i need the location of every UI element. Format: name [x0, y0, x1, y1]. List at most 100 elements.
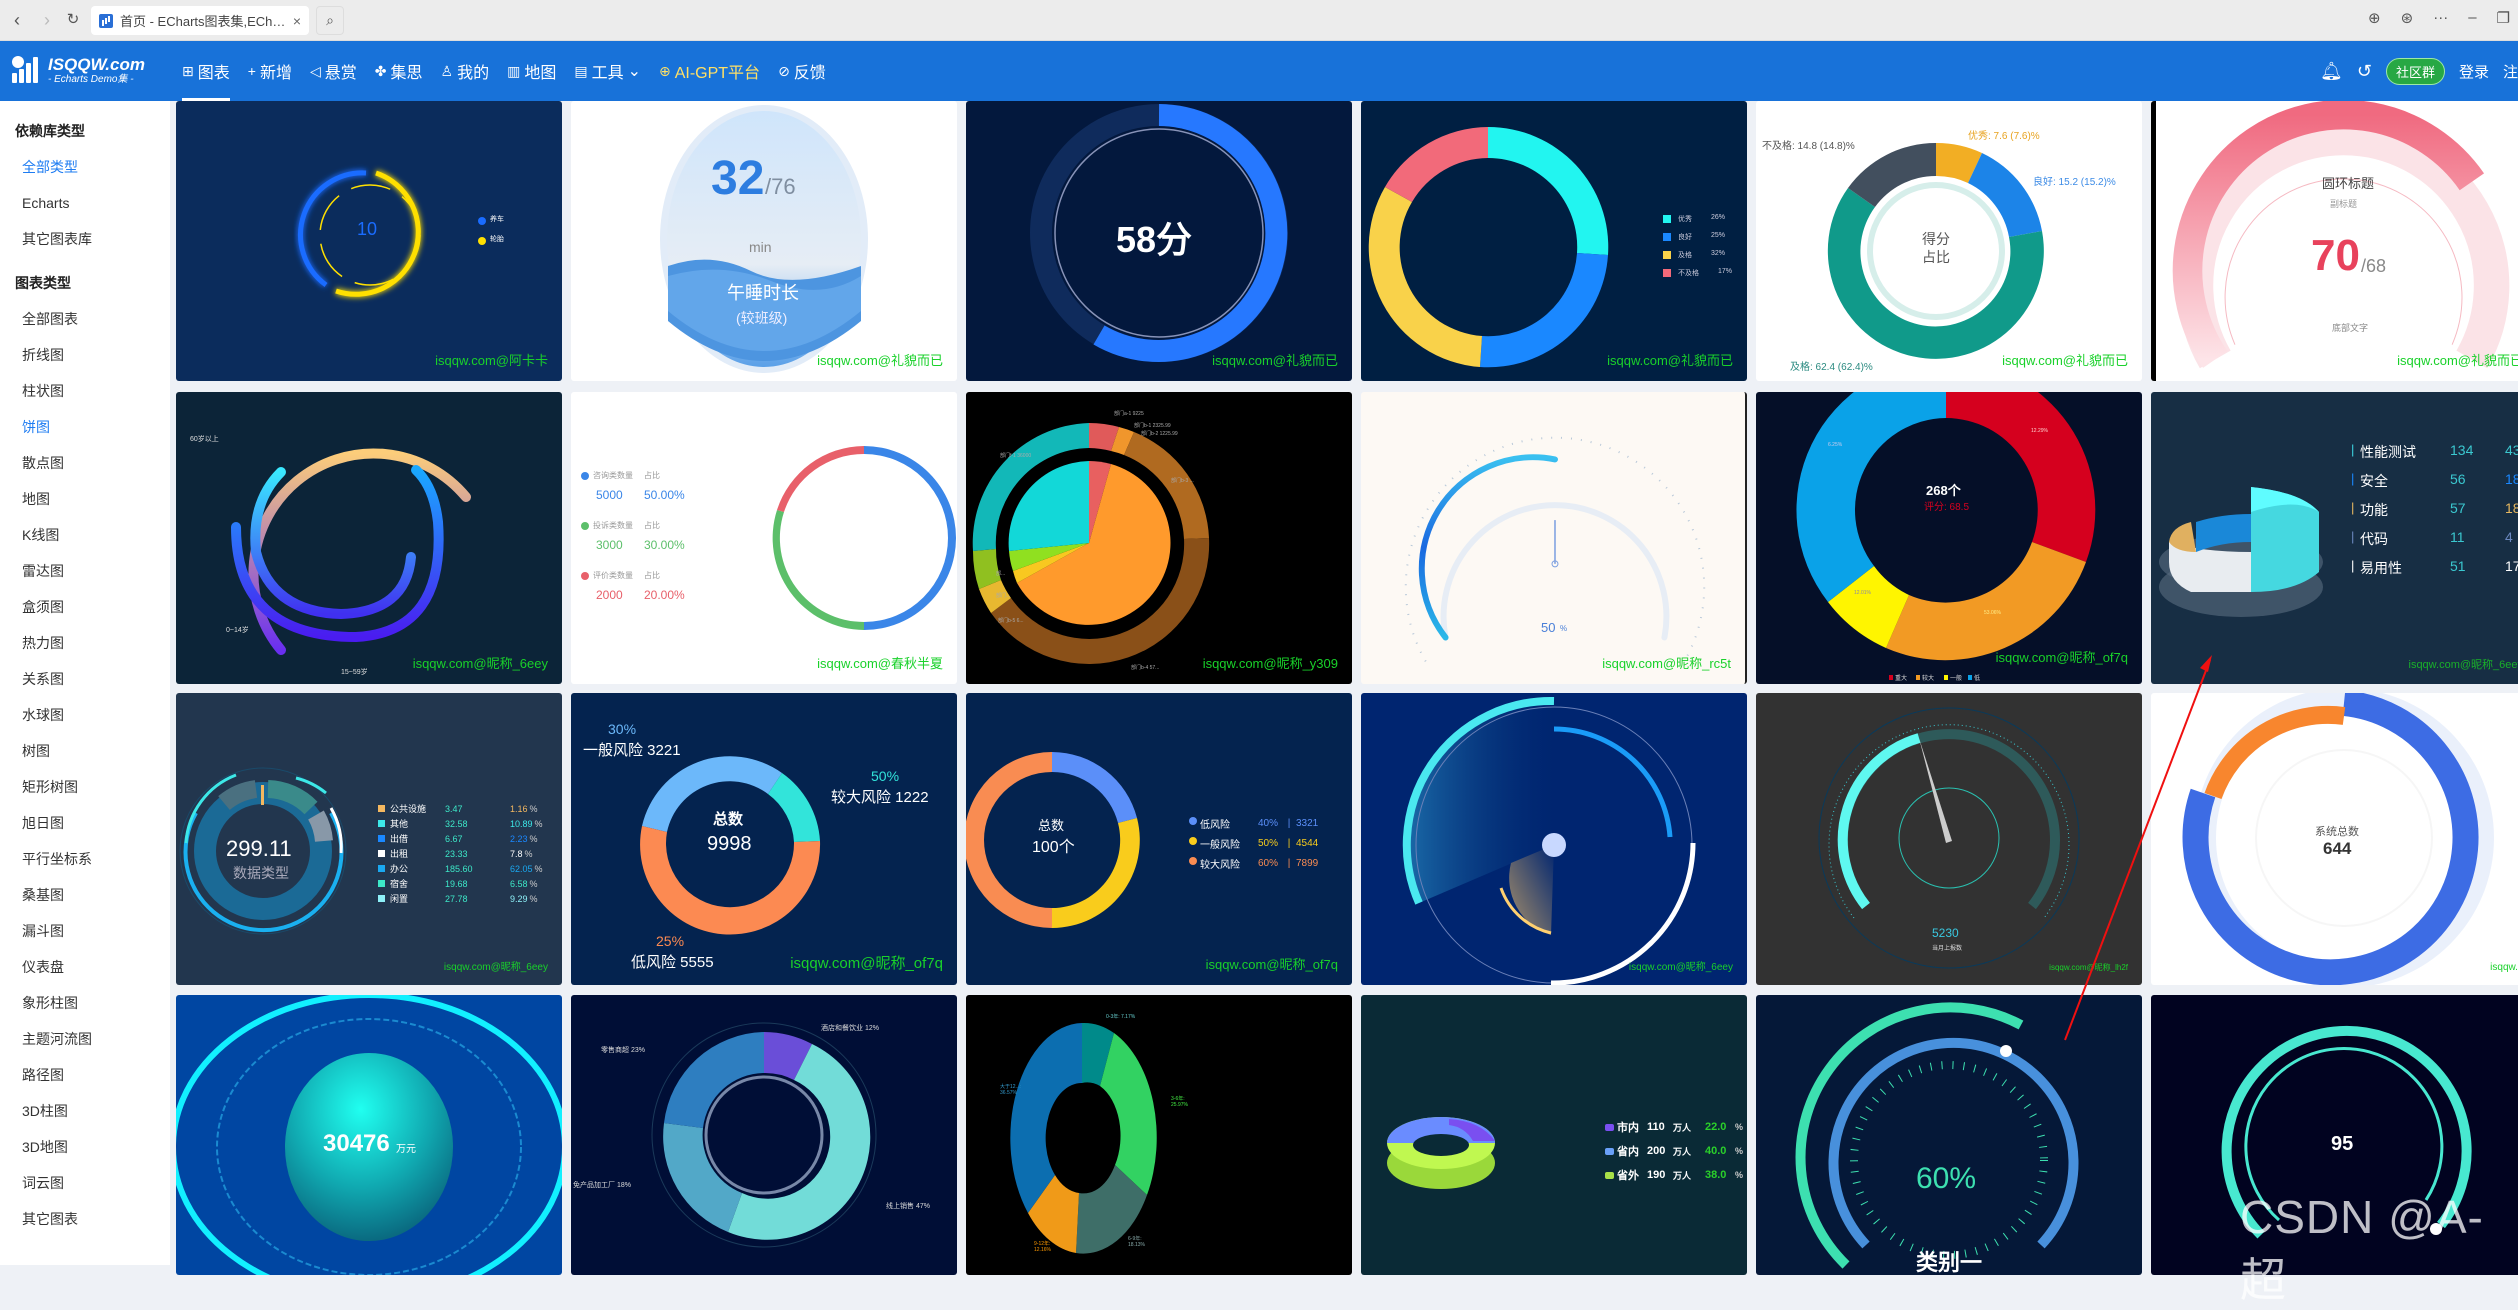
sidebar-item-chart-type[interactable]: 散点图 [0, 451, 170, 487]
sidebar-item-chart-type[interactable]: 3D地图 [0, 1135, 170, 1171]
site-header: ISQQW.com - Echarts Demo集 - ⊞图表 +新增 ◁悬赏 … [0, 41, 2518, 101]
history-icon[interactable]: ↺ [2357, 61, 2372, 82]
series-label: 0~14岁 [226, 625, 249, 635]
center-label: 数据类型 [233, 863, 289, 883]
sidebar-item-chart-type[interactable]: 仪表盘 [0, 955, 170, 991]
sidebar-item-chart-type[interactable]: 平行坐标系 [0, 847, 170, 883]
chart-card[interactable]: 部门a-1 9225 部门b-1 2325.99 部门b-2 1225.99 部… [966, 392, 1352, 684]
chart-card[interactable]: 圆环标题 副标题 70 /68 底部文字 isqqw.com@礼貌而已 [2151, 101, 2518, 381]
search-tabs-button[interactable]: ⌕ [316, 6, 344, 35]
chart-card[interactable]: 50 % isqqw.com@昵称_rc5t [1361, 392, 1747, 684]
sidebar-item-chart-type[interactable]: 3D柱图 [0, 1099, 170, 1135]
chart-card[interactable]: 咨询类数量 占比 5000 50.00% 投诉类数量 占比 3000 30.00… [571, 392, 957, 684]
nav-label: AI-GPT平台 [675, 59, 760, 83]
legend-swatch [378, 850, 385, 857]
forward-button[interactable]: › [36, 9, 58, 31]
sidebar-item-chart-type[interactable]: 热力图 [0, 631, 170, 667]
legend-label: 代码 [2360, 529, 2388, 549]
legend-unit: 万人 [1673, 1121, 1705, 1134]
globe-icon[interactable]: ⊛ [2401, 9, 2414, 27]
site-favicon-icon [99, 14, 113, 28]
chart-card[interactable]: 30476 万元 [176, 995, 562, 1275]
more-icon[interactable]: ··· [2433, 9, 2448, 27]
nav-ideas[interactable]: ✤集思 [366, 41, 432, 101]
sidebar-item-chart-type[interactable]: 柱状图 [0, 379, 170, 415]
chart-card[interactable]: 60岁以上 0~14岁 15~59岁 isqqw.com@昵称_6eey [176, 392, 562, 684]
nav-add[interactable]: +新增 [239, 41, 301, 101]
legend-value: 23.33 [445, 849, 510, 859]
chart-card[interactable]: 0-3年: 7.17% 3-6年: 25.97% 6-9年: 18.13% 9-… [966, 995, 1352, 1275]
chart-card[interactable]: 5230 当月上报数 isqqw.com@昵称_lh2f [1756, 693, 2142, 985]
ring-bottom-text: 底部文字 [2332, 321, 2368, 334]
community-button[interactable]: 社区群 [2386, 58, 2445, 85]
reload-button[interactable]: ↻ [62, 9, 84, 31]
sidebar-item-chart-type[interactable]: K线图 [0, 523, 170, 559]
nav-tools[interactable]: ▤工具⌄ [565, 41, 650, 101]
nav-bounty[interactable]: ◁悬赏 [301, 41, 366, 101]
nav-label: 地图 [524, 59, 556, 83]
nav-feedback[interactable]: ⊘反馈 [769, 41, 835, 101]
sidebar-item-chart-type[interactable]: 盒须图 [0, 595, 170, 631]
legend-label: 其他 [390, 817, 445, 830]
sidebar-item-chart-type[interactable]: 旭日图 [0, 811, 170, 847]
tools-icon: ▤ [574, 63, 587, 80]
chart-card[interactable]: 32 /76 min 午睡时长 (较班级) isqqw.com@礼貌而已 [571, 101, 957, 381]
nav-map[interactable]: ▥地图 [498, 41, 565, 101]
nav-mine[interactable]: ♙我的 [432, 41, 499, 101]
sidebar-item-chart-type[interactable]: 桑基图 [0, 883, 170, 919]
chart-card[interactable]: 总数 9998 30% 一般风险 3221 50% 较大风险 1222 25% … [571, 693, 957, 985]
site-logo[interactable]: ISQQW.com - Echarts Demo集 - [10, 55, 145, 85]
legend-label: 不及格 [1678, 268, 1699, 278]
sidebar-item-chart-type[interactable]: 漏斗图 [0, 919, 170, 955]
sidebar-item-chart-type[interactable]: 水球图 [0, 703, 170, 739]
chart-card[interactable]: 系统总数 644 isqqw.com@青山 [2151, 693, 2518, 985]
chart-card[interactable]: 得分 占比 不及格: 14.8 (14.8)% 优秀: 7.6 (7.6)% 良… [1756, 101, 2142, 381]
sidebar-item-chart-type[interactable]: 词云图 [0, 1171, 170, 1207]
legend-swatch [378, 805, 385, 812]
sidebar-item-chart-type[interactable]: 饼图 [0, 415, 170, 451]
sidebar-item-echarts[interactable]: Echarts [0, 191, 170, 227]
download-icon[interactable]: ⊕ [2368, 9, 2381, 27]
back-button[interactable]: ‹ [6, 9, 28, 31]
sidebar-item-chart-type[interactable]: 折线图 [0, 343, 170, 379]
sidebar-item-chart-type[interactable]: 树图 [0, 739, 170, 775]
sidebar-item-chart-type[interactable]: 全部图表 [0, 307, 170, 343]
nav-ai-gpt[interactable]: ⊕AI-GPT平台 [650, 41, 769, 101]
chart-card[interactable]: 268个 评分: 68.5 12.29% 6.25% 12.01% 53.06%… [1756, 392, 2142, 684]
chart-card[interactable]: | 性能测试 134 43 | 安全 56 18 | 功能 57 18 | 代码… [2151, 392, 2518, 684]
sidebar-item-chart-type[interactable]: 地图 [0, 487, 170, 523]
chart-card[interactable]: isqqw.com@昵称_6eey [1361, 693, 1747, 985]
legend-label: 轮胎 [490, 234, 504, 244]
legend-value: 134 [2450, 442, 2473, 458]
login-link[interactable]: 登录 [2459, 61, 2489, 82]
sidebar-item-chart-type[interactable]: 主题河流图 [0, 1027, 170, 1063]
restore-icon[interactable]: ❐ [2497, 9, 2510, 27]
chart-card[interactable]: 58分 isqqw.com@礼貌而已 [966, 101, 1352, 381]
sidebar-item-chart-type[interactable]: 矩形树图 [0, 775, 170, 811]
legend-value: 3321 [1296, 818, 1318, 829]
legend-label: 占比 [644, 520, 660, 531]
register-link[interactable]: 注 [2503, 61, 2518, 82]
close-tab-icon[interactable]: × [293, 13, 301, 29]
browser-tab[interactable]: 首页 - ECharts图表集,EChart × [91, 6, 309, 35]
chart-card[interactable]: 酒店和餐饮业 12% 零售商超 23% 免产品加工厂 18% 线上销售 47% [571, 995, 957, 1275]
chart-card[interactable]: 60% 类别一 [1756, 995, 2142, 1275]
minimize-icon[interactable]: – [2468, 9, 2476, 27]
chart-card[interactable]: 优秀 26% 良好 25% 及格 32% 不及格 17% isqqw.com@礼… [1361, 101, 1747, 381]
sidebar-item-chart-type[interactable]: 路径图 [0, 1063, 170, 1099]
bell-icon[interactable]: 🔔︎ [2320, 61, 2343, 82]
chart-card[interactable]: 10 养车 轮胎 isqqw.com@阿卡卡 [176, 101, 562, 381]
sidebar-item-chart-type[interactable]: 象形柱图 [0, 991, 170, 1027]
sidebar-item-chart-type[interactable]: 关系图 [0, 667, 170, 703]
sidebar-item-all-types[interactable]: 全部类型 [0, 155, 170, 191]
plus-icon: + [248, 63, 256, 79]
nav-charts[interactable]: ⊞图表 [173, 41, 239, 101]
slice-label: 部... [996, 570, 1005, 577]
sidebar-item-other-libs[interactable]: 其它图表库 [0, 227, 170, 263]
legend-label: 一般风险 [1200, 836, 1258, 851]
sidebar-item-chart-type[interactable]: 其它图表 [0, 1207, 170, 1243]
sidebar-item-chart-type[interactable]: 雷达图 [0, 559, 170, 595]
